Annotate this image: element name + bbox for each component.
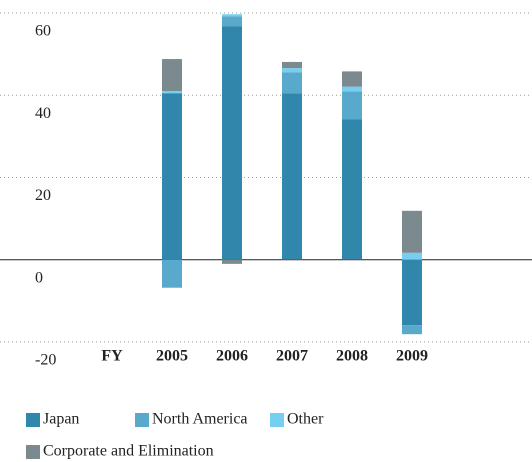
bar-segment xyxy=(402,259,422,326)
bar-segment xyxy=(402,325,422,335)
bar-segment xyxy=(222,16,242,27)
legend-label: Other xyxy=(287,411,324,428)
bar-segment xyxy=(162,93,182,260)
x-tick-label: 2005 xyxy=(156,348,188,365)
bar-segment xyxy=(162,91,182,94)
bar-segment xyxy=(282,93,302,260)
y-tick-label: 60 xyxy=(35,23,51,40)
bar-segment xyxy=(162,59,182,92)
y-tick-label: -20 xyxy=(35,352,56,369)
legend-swatch xyxy=(270,413,284,427)
bar-segment xyxy=(282,61,302,69)
x-tick-label: 2006 xyxy=(216,348,248,365)
y-tick-label: 40 xyxy=(35,105,51,122)
legend-swatch xyxy=(26,445,40,459)
legend-label: Corporate and Elimination xyxy=(43,443,214,460)
x-tick-label: 2009 xyxy=(396,348,428,365)
bar-segment xyxy=(282,72,302,94)
bar-segment xyxy=(222,14,242,17)
y-tick-label: 0 xyxy=(35,269,43,286)
x-tick-label: 2008 xyxy=(336,348,368,365)
bar-segment xyxy=(342,71,362,87)
x-tick-label: 2007 xyxy=(276,348,308,365)
y-tick-label: 20 xyxy=(35,187,51,204)
bar-segment xyxy=(222,26,242,260)
bar-segment xyxy=(342,91,362,120)
bar-segment xyxy=(402,252,422,260)
legend-swatch xyxy=(26,413,40,427)
legend-label: North America xyxy=(152,411,248,428)
bar-segment xyxy=(342,86,362,92)
bar-segment xyxy=(162,259,182,288)
legend-swatch xyxy=(135,413,149,427)
x-axis-label: FY xyxy=(101,348,123,365)
legend-label: Japan xyxy=(43,411,79,428)
bar-segment xyxy=(222,259,242,264)
bar-segment xyxy=(282,68,302,73)
bar-segment xyxy=(342,119,362,260)
bar-segment xyxy=(402,210,422,253)
